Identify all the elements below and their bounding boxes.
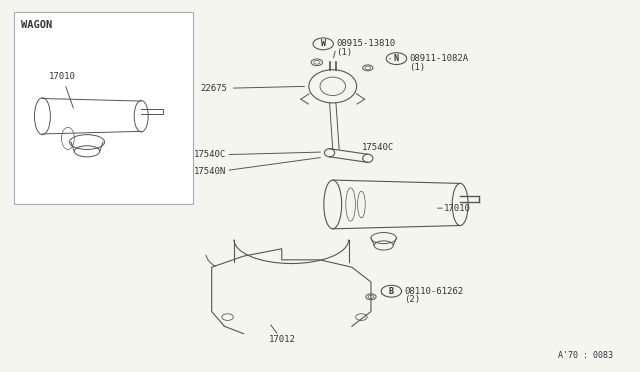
Text: (1): (1) [409,62,426,72]
Text: B: B [389,287,394,296]
Text: W: W [321,39,326,48]
FancyBboxPatch shape [14,13,193,205]
Text: 08110-61262: 08110-61262 [404,287,463,296]
Text: 17012: 17012 [269,335,296,344]
Text: 17010: 17010 [444,203,471,213]
Text: N: N [394,54,399,63]
Text: 22675: 22675 [201,84,228,93]
Text: (2): (2) [404,295,420,304]
Text: 08911-1082A: 08911-1082A [409,54,468,63]
Text: 08915-13810: 08915-13810 [336,39,395,48]
Text: 17540C: 17540C [362,143,394,152]
Text: WAGON: WAGON [20,20,52,30]
Text: 17540N: 17540N [193,167,226,176]
Text: 17540C: 17540C [193,150,226,159]
Text: (1): (1) [336,48,352,57]
Text: A'70 : 0083: A'70 : 0083 [558,350,613,359]
Text: 17010: 17010 [49,72,76,108]
